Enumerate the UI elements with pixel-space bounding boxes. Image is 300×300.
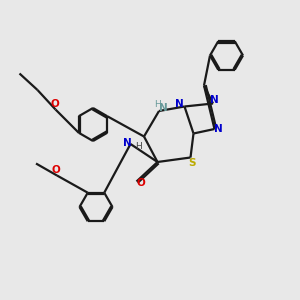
Text: N: N [175, 99, 184, 109]
Text: N: N [123, 137, 132, 148]
Text: O: O [50, 99, 59, 109]
Text: H: H [135, 142, 141, 151]
Text: H: H [154, 100, 161, 109]
Text: N: N [214, 124, 223, 134]
Text: N: N [158, 103, 167, 113]
Text: N: N [210, 95, 219, 105]
Text: O: O [136, 178, 146, 188]
Text: O: O [51, 165, 60, 176]
Text: S: S [188, 158, 196, 168]
